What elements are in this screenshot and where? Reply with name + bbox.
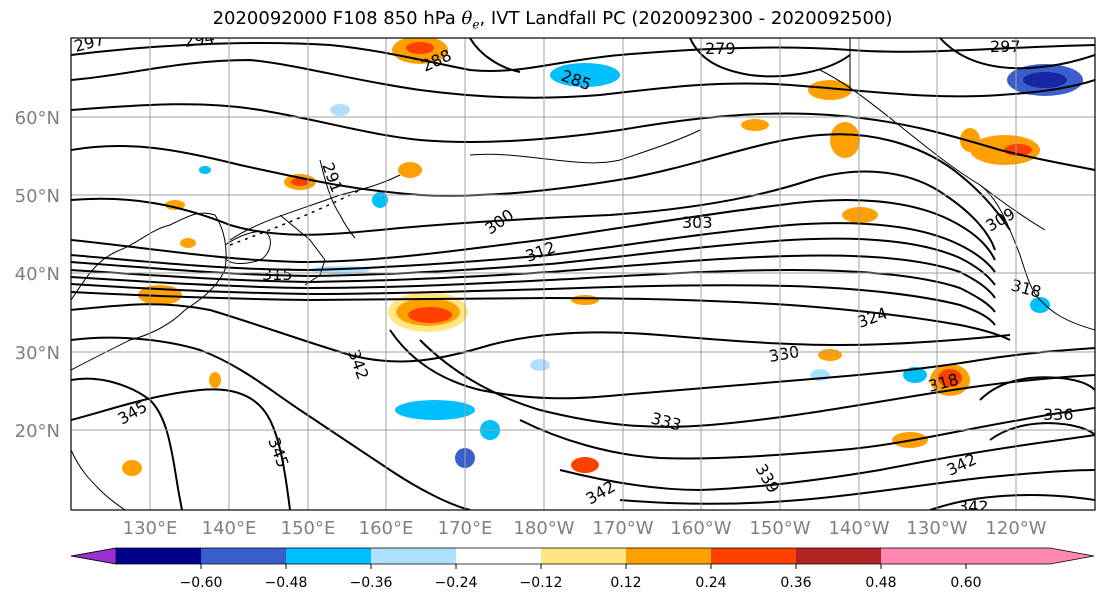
negative-shading bbox=[199, 63, 1083, 468]
lon-label: 180°W bbox=[513, 518, 574, 539]
title-suffix: , IVT Landfall PC (2020092300 - 20200925… bbox=[479, 8, 893, 29]
colorbar-tick-label: 0.36 bbox=[780, 575, 811, 591]
colorbar-tick-label: −0.24 bbox=[435, 575, 478, 591]
map-title: 2020092000 F108 850 hPa θe, IVT Landfall… bbox=[0, 8, 1105, 32]
colorbar-tick-label: −0.60 bbox=[180, 575, 223, 591]
contour-label: 294 bbox=[183, 28, 216, 51]
colorbar-left-extension bbox=[70, 547, 117, 565]
colorbar-segment bbox=[796, 548, 881, 564]
lon-label: 170°W bbox=[592, 518, 653, 539]
lon-label: 160°E bbox=[359, 518, 414, 539]
colorbar-tick-label: −0.36 bbox=[350, 575, 393, 591]
colorbar-segment bbox=[626, 548, 711, 564]
colorbar-tick-label: −0.48 bbox=[265, 575, 308, 591]
lat-label: 30°N bbox=[15, 343, 60, 364]
contour-label: 279 bbox=[705, 39, 736, 58]
lon-label: 120°W bbox=[985, 518, 1046, 539]
contour-labels: 297 294 288 279 285 297 291 300 303 312 … bbox=[72, 28, 1074, 516]
lon-label: 150°W bbox=[749, 518, 810, 539]
title-prefix: 2020092000 F108 850 hPa bbox=[212, 8, 462, 29]
colorbar-segment bbox=[201, 548, 286, 564]
colorbar-segment bbox=[116, 548, 201, 564]
colorbar-segment bbox=[711, 548, 796, 564]
theta-e-symbol: θe bbox=[461, 8, 480, 32]
colorbar-tick-label: 0.60 bbox=[950, 575, 981, 591]
lon-label: 140°W bbox=[828, 518, 889, 539]
colorbar-segment bbox=[371, 548, 456, 564]
map-plot-area: 297 294 288 279 285 297 291 300 303 312 … bbox=[71, 28, 1095, 516]
lat-label: 60°N bbox=[15, 108, 60, 129]
lat-label: 40°N bbox=[15, 264, 60, 285]
colorbar-tick-label: 0.48 bbox=[865, 575, 896, 591]
longitude-labels: 130°E 140°E 150°E 160°E 170°E 180°W 170°… bbox=[123, 518, 1047, 539]
dotted-line bbox=[229, 189, 361, 246]
colorbar-tick-label: 0.24 bbox=[695, 575, 726, 591]
colorbar-tick-label: −0.12 bbox=[520, 575, 563, 591]
lon-label: 130°W bbox=[906, 518, 967, 539]
gridlines bbox=[71, 38, 1095, 510]
map-background bbox=[71, 38, 1095, 510]
theta-e-contours bbox=[71, 38, 1095, 510]
colorbar: −0.60 −0.48 −0.36 −0.24 −0.12 0.12 0.24 … bbox=[70, 547, 1095, 591]
contour-label: 342 bbox=[958, 497, 989, 516]
colorbar-segment bbox=[456, 548, 541, 564]
latitude-labels: 60°N 50°N 40°N 30°N 20°N bbox=[15, 108, 60, 442]
colorbar-outline bbox=[70, 547, 1095, 565]
contour-label: 336 bbox=[1043, 405, 1074, 424]
lon-label: 170°E bbox=[438, 518, 493, 539]
contour-label: 315 bbox=[262, 265, 293, 284]
contour-label: 297 bbox=[990, 37, 1021, 56]
colorbar-segment bbox=[881, 548, 966, 564]
lat-label: 50°N bbox=[15, 186, 60, 207]
lon-label: 160°W bbox=[670, 518, 731, 539]
colorbar-right-segment bbox=[966, 548, 1094, 564]
lon-label: 130°E bbox=[123, 518, 178, 539]
lon-label: 140°E bbox=[202, 518, 257, 539]
colorbar-tick-label: 0.12 bbox=[610, 575, 641, 591]
lon-label: 150°E bbox=[281, 518, 336, 539]
map-frame bbox=[70, 37, 1096, 511]
colorbar-segment bbox=[286, 548, 371, 564]
lat-label: 20°N bbox=[15, 421, 60, 442]
contour-label: 303 bbox=[682, 213, 713, 232]
colorbar-segment bbox=[541, 548, 626, 564]
